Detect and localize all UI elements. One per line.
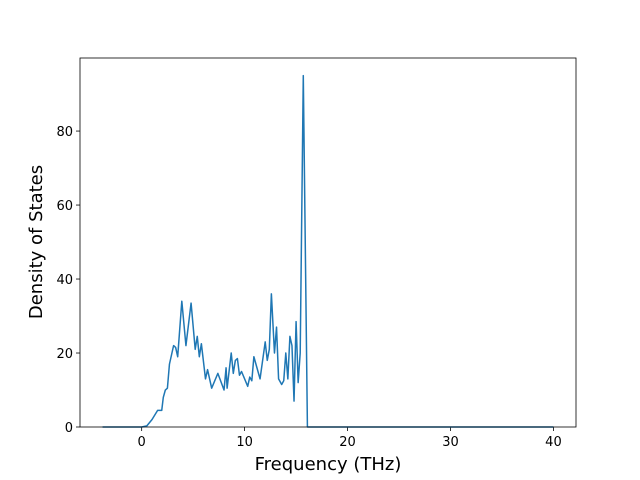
y-tick-label: 40 <box>56 273 73 288</box>
y-tick-label: 0 <box>65 421 73 436</box>
x-tick-label: 20 <box>339 435 356 450</box>
line-series <box>102 74 554 428</box>
x-tick-label: 40 <box>545 435 562 450</box>
x-tick-label: 10 <box>236 435 253 450</box>
x-tick-label: 30 <box>442 435 459 450</box>
y-tick-label: 20 <box>56 347 73 362</box>
plot-frame <box>79 57 577 428</box>
y-tick-label: 80 <box>56 125 73 140</box>
x-axis-label: Frequency (THz) <box>255 454 402 475</box>
x-tick-label: 0 <box>138 435 146 450</box>
y-tick-label: 60 <box>56 199 73 214</box>
y-axis-label: Density of States <box>26 165 47 319</box>
